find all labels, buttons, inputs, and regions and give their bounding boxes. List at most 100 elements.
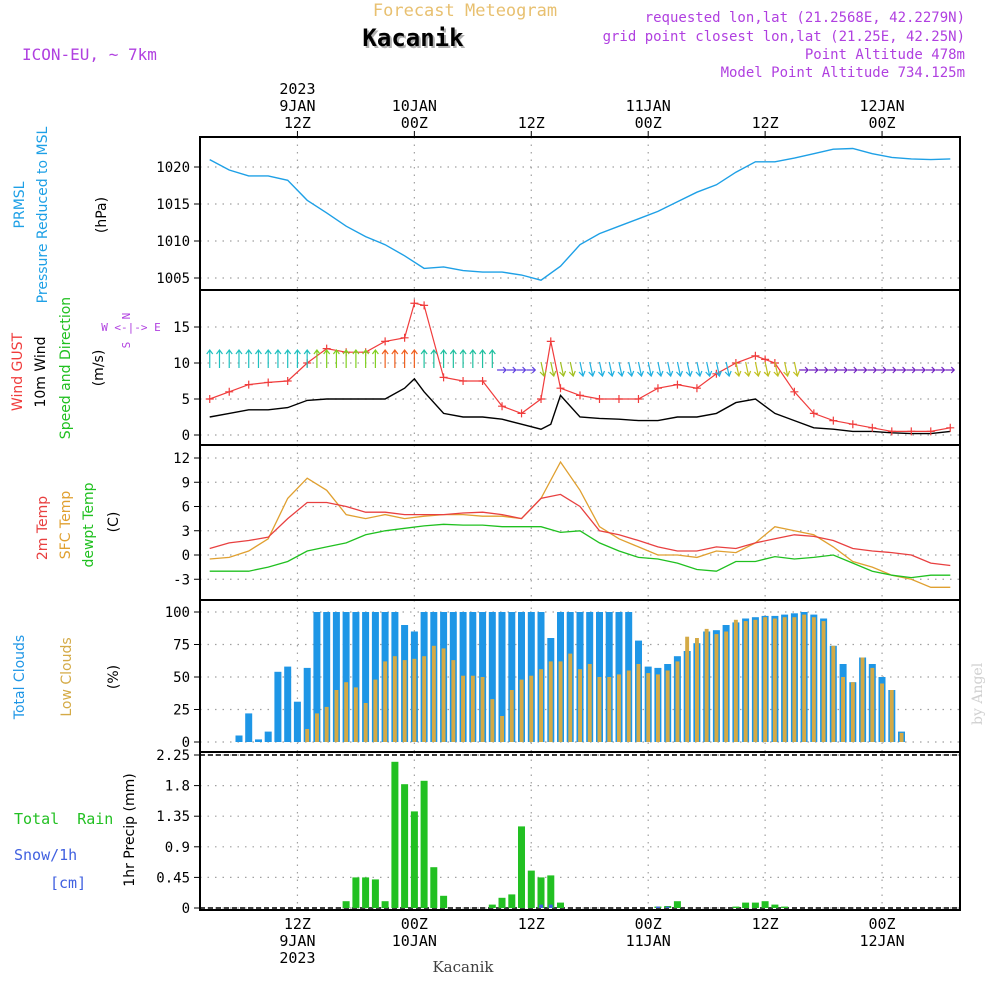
rain-bar [742, 902, 750, 908]
y-tick-label: 0 [182, 735, 190, 751]
wind-direction-arrow [225, 349, 233, 368]
wind-direction-arrow [352, 349, 360, 368]
location-title-shadow: Kacanik [364, 26, 466, 54]
y-tick-label: 100 [165, 605, 190, 621]
wind-direction-arrow [617, 361, 625, 378]
wind-direction-arrow [724, 361, 732, 378]
wind-direction-arrow [744, 361, 752, 378]
low-cloud-bar [899, 732, 904, 742]
y-tick-label: 1010 [156, 234, 190, 250]
y-tick-label: 15 [173, 320, 190, 336]
low-cloud-bar [412, 658, 417, 742]
low-cloud-bar [402, 660, 407, 742]
wind-direction-arrow [332, 349, 340, 368]
compass-n: N [120, 313, 133, 320]
2m-temp-line [209, 493, 951, 567]
y-tick-label: 0.45 [156, 870, 190, 886]
compass-we: W <-|-> E [101, 321, 161, 334]
bottom-time-label: 00Z [635, 915, 662, 933]
gust-marker [283, 377, 292, 385]
total-cloud-bar [274, 671, 282, 742]
rain-bar [430, 867, 438, 908]
low-cloud-bar [646, 673, 651, 742]
wind-direction-arrow [666, 361, 674, 378]
total-cloud-bar [362, 612, 370, 742]
y-tick-label: 50 [173, 670, 190, 686]
rain-bar [391, 761, 399, 908]
rain-bar [557, 902, 564, 908]
wind-direction-arrow [734, 361, 742, 378]
rain-bar [498, 897, 506, 908]
wind-direction-arrow [945, 366, 956, 374]
low-cloud-bar [461, 675, 465, 742]
bottom-time-label: 9JAN [279, 932, 315, 950]
low-cloud-bar [373, 679, 378, 742]
low-cloud-bar [578, 669, 582, 742]
low-cloud-bar [675, 661, 680, 742]
bottom-time-label: 10JAN [392, 932, 437, 950]
gust-marker [595, 395, 604, 403]
wind-direction-arrow [323, 349, 331, 368]
wind-direction-arrow [578, 361, 586, 378]
wind-direction-arrow [627, 361, 635, 378]
low-cloud-bar [772, 618, 777, 742]
snow-bar [548, 904, 553, 908]
wind-direction-arrow [588, 361, 596, 378]
low-cloud-bar [636, 664, 641, 742]
gust-marker [478, 377, 487, 385]
subtitle: Forecast Meteogram [373, 1, 557, 21]
model-altitude: Model Point Altitude 734.125m [721, 65, 965, 81]
temp-labels: 2m Temp SFC Temp dewpt Temp (C) [35, 482, 122, 567]
wind-direction-arrow [254, 349, 262, 368]
wind-direction-arrow [838, 366, 848, 374]
gust-line [209, 302, 951, 432]
rain-bar [362, 877, 370, 908]
y-tick-label: 5 [182, 392, 190, 408]
low-cloud-bar [539, 669, 543, 742]
tsfc-label: SFC Temp [58, 491, 74, 560]
wind-direction-arrow [245, 349, 253, 368]
low-cloud-bar [500, 716, 504, 742]
pressure-labels: PRMSL Pressure Reduced to MSL (hPa) [12, 126, 110, 303]
total-cloud-bar [303, 667, 311, 742]
wind-direction-arrow [391, 349, 399, 368]
wind-direction-arrow [799, 366, 809, 374]
total-cloud-bar [255, 739, 262, 742]
gust-marker [400, 333, 409, 342]
precip-unit: 1hr Precip (mm) [122, 773, 138, 886]
wind-direction-arrow [497, 366, 507, 374]
low-cloud-bar [782, 617, 787, 742]
wind-direction-arrow [539, 361, 547, 378]
gust-marker [829, 416, 838, 425]
gust-marker [868, 423, 877, 432]
wind-direction-arrow [293, 349, 301, 368]
watermark: by Angel [970, 662, 986, 725]
wind-direction-arrow [506, 366, 517, 374]
wind-direction-arrow [792, 361, 800, 378]
pressure-label-2: Pressure Reduced to MSL [35, 126, 51, 303]
bottom-time-label: 11JAN [626, 932, 671, 950]
gust-marker [946, 423, 955, 432]
y-tick-label: 1015 [156, 197, 190, 213]
gust-marker [546, 337, 555, 346]
dewpoint-line [209, 523, 951, 579]
gust-marker [205, 395, 214, 403]
pressure-unit: (hPa) [94, 197, 110, 233]
dew-label: dewpt Temp [81, 482, 97, 567]
total-cloud-bar [488, 612, 496, 742]
wind-direction-arrow [808, 366, 819, 374]
low-cloud-bar [821, 621, 826, 742]
wind-direction-arrow [420, 349, 428, 368]
wind-direction-arrow [896, 366, 907, 374]
y-tick-label: 1005 [156, 271, 190, 287]
low-cloud-bar [324, 706, 329, 742]
wind-direction-arrow [607, 361, 615, 378]
rain-bar [508, 894, 516, 908]
panel-frame [199, 751, 961, 911]
low-cloud-bar [763, 617, 768, 742]
low-cloud-bar [587, 664, 592, 742]
wind-direction-arrow [695, 361, 703, 378]
top-time-label: 12Z [284, 114, 311, 132]
y-tick-label: 3 [182, 524, 190, 540]
